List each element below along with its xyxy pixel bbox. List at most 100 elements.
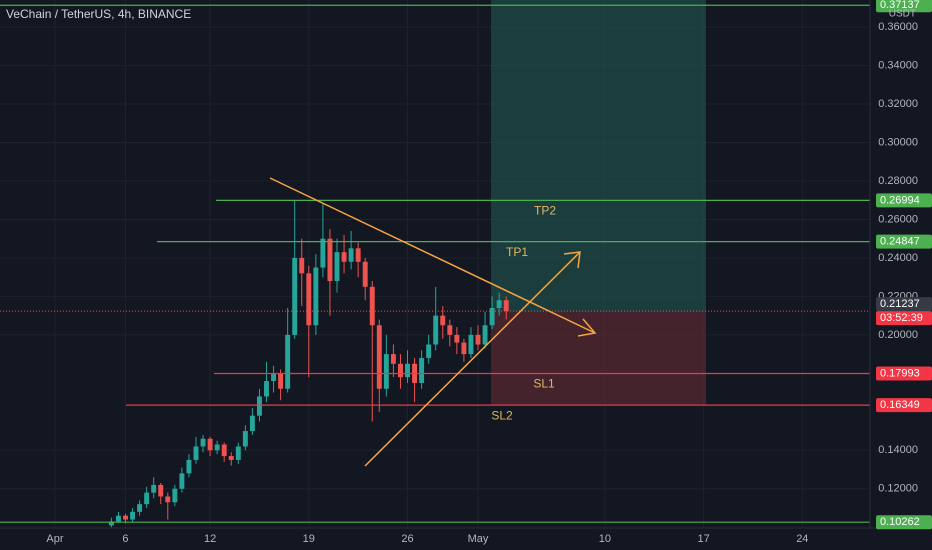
x-tick-label: 12 bbox=[204, 533, 216, 545]
candle-body bbox=[341, 252, 347, 262]
candle-body bbox=[426, 344, 432, 358]
y-tick-label: 0.34000 bbox=[878, 59, 918, 71]
candle-body bbox=[108, 521, 114, 526]
candle-body bbox=[165, 496, 171, 503]
trend-line bbox=[269, 177, 596, 334]
candle-body bbox=[115, 515, 121, 522]
candle-body bbox=[200, 438, 206, 447]
level-name: SL1 bbox=[533, 377, 555, 391]
level-label: 0.16349 bbox=[880, 399, 920, 411]
candle-body bbox=[482, 325, 488, 345]
level-label: 0.17993 bbox=[880, 367, 920, 379]
candle-body bbox=[306, 273, 312, 326]
y-tick-label: 0.32000 bbox=[878, 98, 918, 110]
candle-body bbox=[278, 373, 284, 389]
level-name: TP2 bbox=[534, 204, 556, 218]
chart-title: VeChain / TetherUS, 4h, BINANCE bbox=[6, 7, 191, 21]
candle-body bbox=[186, 459, 192, 474]
candle-body bbox=[489, 307, 495, 326]
candle-body bbox=[235, 446, 241, 460]
y-tick-label: 0.36000 bbox=[878, 21, 918, 33]
candle-body bbox=[390, 354, 396, 364]
price-tag bbox=[876, 297, 932, 312]
candle-body bbox=[362, 261, 368, 287]
candle-body bbox=[144, 492, 150, 505]
candle-body bbox=[383, 354, 389, 389]
target-zone bbox=[491, 0, 706, 312]
level-label: 0.24847 bbox=[880, 236, 920, 248]
y-tick-label: 0.26000 bbox=[878, 213, 918, 225]
y-tick-label: 0.24000 bbox=[878, 252, 918, 264]
x-tick-label: Apr bbox=[46, 533, 63, 545]
candle-body bbox=[327, 238, 333, 282]
axis-labels: 0.36000 0.34000 0.32000 0.30000 0.28000 0.260… bbox=[46, 0, 932, 545]
candle-body bbox=[179, 473, 185, 489]
x-tick-label: 10 bbox=[599, 533, 611, 545]
candle-body bbox=[348, 248, 354, 262]
candle-body bbox=[137, 504, 143, 512]
x-tick-label: 19 bbox=[303, 533, 315, 545]
level-tag bbox=[876, 193, 932, 208]
candle-body bbox=[207, 438, 213, 451]
level-tag bbox=[876, 0, 932, 13]
level-label: 0.10262 bbox=[880, 516, 920, 528]
candle-body bbox=[369, 286, 375, 326]
countdown: 03:52:39 bbox=[880, 312, 923, 324]
candle-body bbox=[475, 334, 481, 345]
y-tick-label: 0.14000 bbox=[878, 444, 918, 456]
candle-body bbox=[461, 342, 467, 355]
candle-body bbox=[214, 444, 220, 451]
candle-body bbox=[447, 325, 453, 335]
y-tick-label: 0.30000 bbox=[878, 136, 918, 148]
candle-body bbox=[320, 238, 326, 268]
current-price-label: 0.21237 bbox=[880, 298, 920, 310]
level-label: 0.26994 bbox=[880, 194, 920, 206]
currency: USDT bbox=[889, 9, 916, 20]
candle-body bbox=[285, 334, 291, 389]
candle-body bbox=[299, 257, 305, 274]
candle-body bbox=[172, 488, 178, 503]
y-tick-label: 0.20000 bbox=[878, 329, 918, 341]
x-tick-label: 6 bbox=[122, 533, 128, 545]
candle-body bbox=[468, 334, 474, 355]
candle-body bbox=[242, 431, 248, 447]
time-axis bbox=[0, 528, 932, 550]
candle-body bbox=[130, 511, 136, 520]
candles bbox=[108, 200, 509, 528]
candle-body bbox=[123, 515, 128, 520]
candle-body bbox=[355, 248, 361, 262]
candle-body bbox=[397, 363, 403, 378]
y-tick-label: 0.28000 bbox=[878, 175, 918, 187]
arrow-head bbox=[563, 251, 581, 269]
arrow-head bbox=[577, 318, 597, 337]
candle-body bbox=[496, 300, 502, 308]
level-tag bbox=[876, 234, 932, 249]
stop-zone bbox=[491, 311, 706, 406]
candle-body bbox=[256, 396, 262, 416]
candle-body bbox=[419, 357, 425, 383]
candle-body bbox=[454, 334, 460, 343]
drawings bbox=[269, 177, 597, 467]
candle-body bbox=[249, 415, 255, 432]
position-zones bbox=[491, 0, 706, 406]
y-tick-label: 0.12000 bbox=[878, 483, 918, 495]
candle-body bbox=[313, 267, 319, 326]
candle-body bbox=[334, 252, 340, 282]
candle-body bbox=[433, 315, 439, 345]
candle-body bbox=[503, 300, 509, 312]
level-tag bbox=[876, 366, 932, 381]
candle-body bbox=[151, 484, 157, 493]
trend-line bbox=[364, 251, 581, 467]
candle-body bbox=[264, 381, 269, 397]
candle-body bbox=[158, 484, 164, 497]
candle-body bbox=[292, 257, 298, 335]
levels: TP2 TP1 SL1 SL2 bbox=[0, 4, 870, 523]
level-tag bbox=[876, 398, 932, 413]
x-tick-label: 26 bbox=[401, 533, 413, 545]
candle-body bbox=[228, 456, 234, 460]
candle-body bbox=[221, 444, 227, 457]
level-name: SL2 bbox=[491, 408, 513, 422]
x-tick-label: 17 bbox=[697, 533, 709, 545]
